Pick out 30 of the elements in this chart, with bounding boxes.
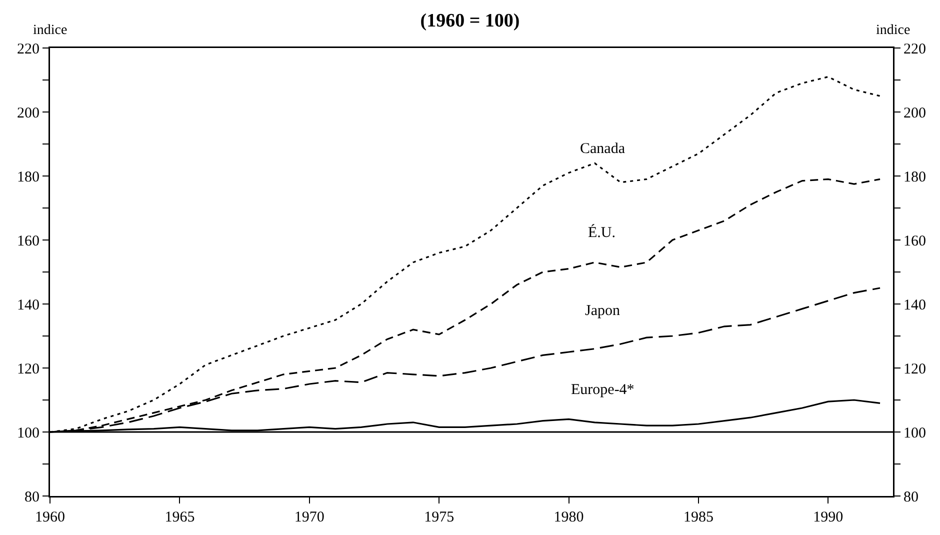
y-tick-label: 220: [17, 41, 40, 58]
y2-tick-label: 140: [904, 297, 926, 314]
y-tick-label: 160: [17, 233, 40, 250]
y2-axis-title: indice: [876, 23, 910, 38]
x-tick-label: 1980: [554, 510, 584, 526]
x-tick-label: 1970: [294, 510, 324, 526]
x-tick-label: 1960: [35, 510, 65, 526]
chart-title: (1960 = 100): [420, 10, 520, 32]
y-axis-title: indice: [33, 23, 68, 38]
y2-tick-label: 160: [904, 233, 926, 250]
y-tick-label: 80: [24, 489, 40, 506]
y2-tick-label: 220: [904, 41, 926, 58]
y-tick-label: 100: [17, 425, 40, 442]
y2-tick-label: 100: [904, 425, 926, 442]
series-label: Canada: [580, 141, 626, 157]
series-label: Europe-4*: [571, 382, 634, 398]
x-tick-label: 1985: [683, 510, 714, 526]
y-tick-label: 180: [17, 169, 40, 186]
x-tick-label: 1965: [164, 510, 195, 526]
x-tick-label: 1990: [813, 510, 844, 526]
y-tick-label: 120: [17, 361, 40, 378]
y2-tick-label: 120: [904, 361, 926, 378]
y-tick-label: 200: [17, 105, 40, 122]
y2-tick-label: 200: [904, 105, 926, 122]
x-tick-label: 1975: [424, 510, 454, 526]
y-tick-label: 140: [17, 297, 40, 314]
series-label: É.U.: [588, 224, 616, 241]
y2-tick-label: 80: [904, 489, 918, 506]
series-label: Japon: [585, 303, 620, 319]
y2-tick-label: 180: [904, 169, 926, 186]
